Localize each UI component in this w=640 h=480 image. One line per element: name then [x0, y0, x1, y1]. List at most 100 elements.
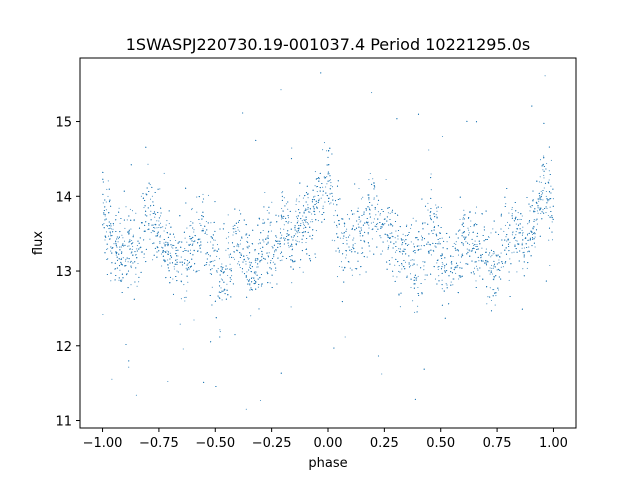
data-point — [321, 213, 323, 216]
data-point — [414, 283, 416, 285]
data-point — [292, 268, 294, 270]
data-point — [299, 195, 301, 197]
data-point — [250, 271, 252, 273]
data-point — [179, 215, 181, 217]
data-point — [485, 263, 487, 265]
data-point — [116, 238, 118, 240]
data-point — [422, 261, 424, 263]
data-point — [494, 304, 496, 306]
data-point — [347, 236, 350, 238]
data-point — [413, 276, 415, 278]
data-point — [236, 245, 238, 247]
data-point — [490, 271, 492, 274]
data-point — [110, 280, 112, 282]
data-point — [114, 268, 116, 270]
data-point — [287, 234, 289, 236]
data-point — [167, 243, 169, 245]
data-point — [180, 298, 182, 300]
data-point — [246, 296, 248, 298]
data-point — [337, 236, 339, 238]
data-point — [280, 237, 282, 239]
data-point — [341, 266, 343, 268]
data-point — [109, 227, 111, 229]
data-point — [500, 266, 502, 268]
data-point — [358, 187, 360, 190]
data-point — [330, 202, 332, 204]
data-point — [121, 291, 123, 294]
data-point — [445, 283, 447, 285]
data-point — [437, 206, 439, 208]
data-point — [491, 254, 493, 256]
data-point — [225, 268, 227, 270]
data-point — [446, 270, 448, 272]
data-point — [154, 216, 156, 218]
data-point — [186, 260, 188, 262]
data-point — [212, 234, 214, 236]
data-point — [326, 176, 328, 178]
data-point — [196, 196, 198, 198]
data-point — [109, 199, 111, 201]
data-point — [299, 212, 301, 214]
data-point — [221, 263, 223, 265]
data-point — [545, 212, 547, 214]
data-point — [176, 270, 178, 272]
data-point — [314, 204, 316, 206]
data-point — [421, 239, 423, 241]
data-point — [225, 265, 227, 267]
data-point — [511, 252, 513, 254]
data-point — [398, 265, 400, 267]
data-point — [333, 347, 335, 349]
data-point — [122, 243, 124, 245]
data-point — [381, 250, 384, 252]
data-point — [521, 242, 523, 244]
data-point — [387, 207, 389, 209]
data-point — [285, 257, 288, 260]
data-point — [190, 220, 192, 223]
data-point — [291, 282, 293, 284]
data-point — [214, 230, 216, 232]
data-point — [309, 226, 311, 228]
data-point — [413, 259, 415, 261]
data-point — [504, 239, 506, 241]
data-point — [219, 331, 221, 333]
data-point — [102, 178, 104, 180]
data-point — [111, 262, 113, 264]
data-point — [490, 310, 493, 312]
data-point — [279, 243, 282, 245]
data-point — [539, 195, 541, 197]
data-point — [189, 249, 192, 251]
data-point — [217, 268, 219, 270]
data-point — [111, 378, 113, 380]
data-point — [264, 258, 266, 260]
data-point — [433, 229, 435, 231]
data-point — [248, 234, 250, 236]
data-point — [258, 253, 260, 255]
data-point — [145, 248, 147, 250]
data-point — [411, 259, 413, 261]
data-point — [423, 238, 426, 240]
data-point — [225, 298, 227, 300]
data-point — [294, 225, 296, 227]
data-point — [474, 223, 476, 225]
data-point — [105, 248, 108, 250]
data-point — [489, 267, 491, 269]
data-point — [321, 182, 323, 185]
data-point — [326, 150, 328, 152]
data-point — [197, 250, 199, 252]
data-point — [360, 266, 362, 268]
data-point — [468, 232, 470, 234]
data-point — [415, 277, 417, 279]
data-point — [543, 187, 545, 189]
data-point — [381, 373, 383, 375]
data-point — [413, 287, 415, 289]
data-point — [543, 155, 545, 157]
data-point — [151, 195, 153, 197]
data-point — [234, 334, 236, 336]
data-point — [162, 226, 164, 228]
data-point — [526, 196, 528, 199]
data-point — [195, 271, 197, 273]
data-point — [158, 250, 160, 252]
data-point — [400, 292, 402, 294]
data-point — [198, 218, 200, 221]
data-point — [230, 268, 232, 270]
